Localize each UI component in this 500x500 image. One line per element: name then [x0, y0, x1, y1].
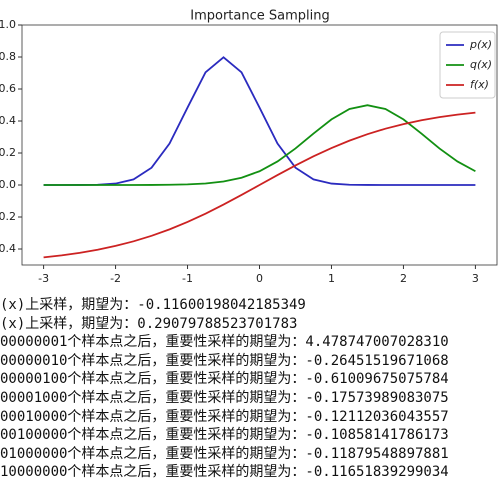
- console-output: (x)上采样，期望为：-0.11600198042185349 (x)上采样，期望…: [0, 296, 500, 500]
- console-line: 00001000个样本点之后，重要性采样的期望为：-0.175739890830…: [0, 389, 449, 406]
- x-tick-label: 0: [256, 272, 263, 285]
- line-series: [43, 111, 476, 259]
- console-line: 00000001个样本点之后，重要性采样的期望为：4.4787470070283…: [0, 334, 449, 351]
- console-line: 00100000个样本点之后，重要性采样的期望为：-0.108581417861…: [0, 427, 449, 444]
- y-tick-label: 0.2: [0, 146, 16, 159]
- console-line: 00000100个样本点之后，重要性采样的期望为：-0.610096750757…: [0, 371, 449, 388]
- y-tick-label: -0.2: [0, 210, 16, 223]
- plot-frame: [21, 24, 498, 266]
- line-series: [43, 104, 476, 186]
- console-line: 01000000个样本点之后，重要性采样的期望为：-0.118795488978…: [0, 445, 449, 462]
- legend-label: f(x): [470, 78, 489, 91]
- x-tick-label: 1: [328, 272, 335, 285]
- x-tick-label: -2: [110, 272, 121, 285]
- y-tick-label: 0.8: [0, 50, 16, 63]
- chart-title: Importance Sampling: [190, 9, 329, 24]
- console-line: 10000000个样本点之后，重要性采样的期望为：-0.116518392990…: [0, 464, 449, 481]
- x-tick-label: 2: [400, 272, 407, 285]
- x-tick-label: 3: [472, 272, 479, 285]
- y-tick-label: -0.4: [0, 242, 16, 255]
- line-series: [43, 56, 476, 186]
- y-tick-label: 1.0: [0, 18, 16, 31]
- y-tick-label: 0.6: [0, 82, 16, 95]
- x-tick-label: -3: [38, 272, 49, 285]
- console-line: (x)上采样，期望为：0.29079788523701783: [0, 315, 298, 332]
- legend-label: q(x): [470, 58, 492, 71]
- chart: Importance Sampling -0.4 -0.2 0.0 0.2 0.4 0.6…: [0, 9, 498, 285]
- console-line: (x)上采样，期望为：-0.11600198042185349: [0, 297, 306, 313]
- console-line: 00010000个样本点之后，重要性采样的期望为：-0.121120360435…: [0, 408, 449, 425]
- legend-box: [439, 31, 496, 99]
- legend-label: p(x): [469, 38, 492, 51]
- y-tick-label: 0.4: [0, 114, 16, 127]
- console-line: 00000010个样本点之后，重要性采样的期望为：-0.264515196710…: [0, 352, 449, 369]
- x-tick-label: -1: [182, 272, 193, 285]
- y-tick-label: 0.0: [0, 178, 16, 191]
